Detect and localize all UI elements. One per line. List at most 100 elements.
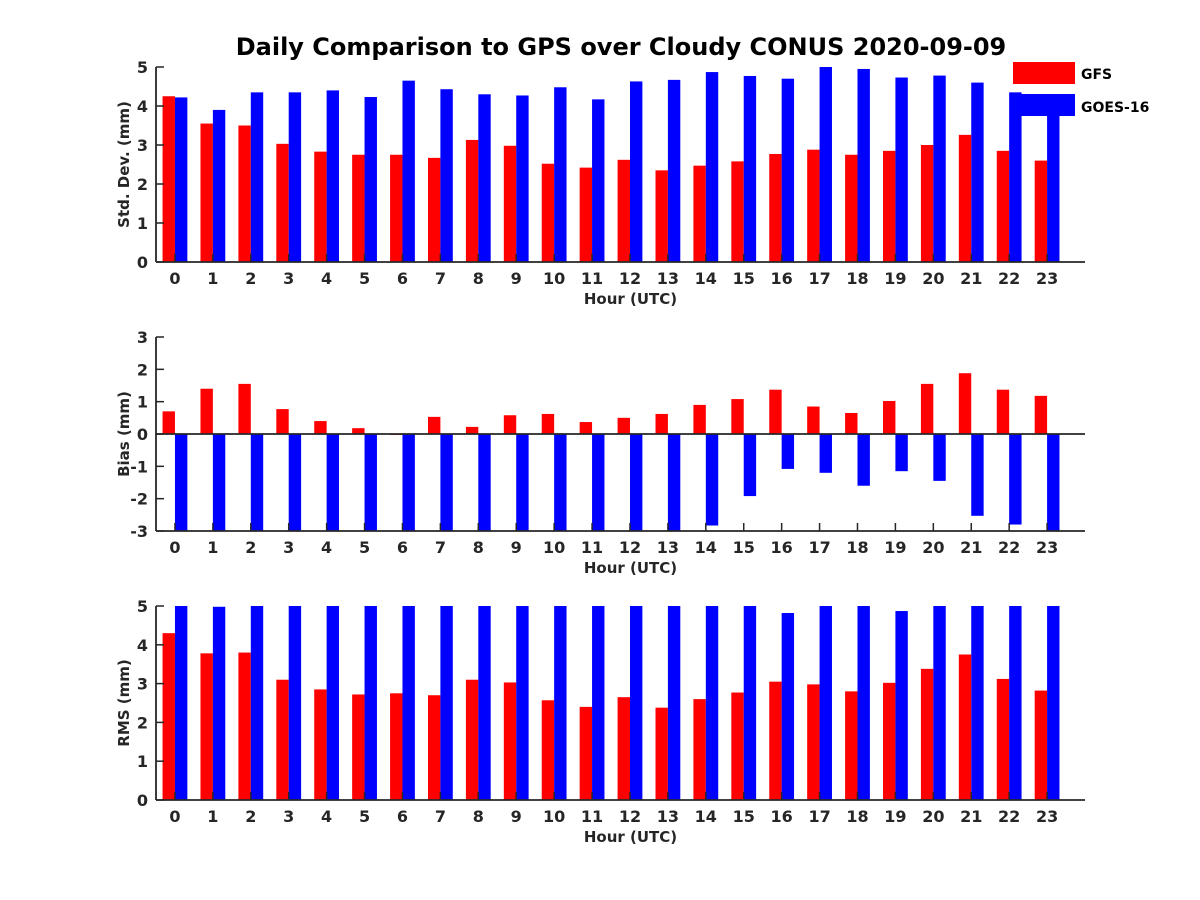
bar-gfs-22 (996, 389, 1010, 434)
x-tick-label: 10 (543, 538, 565, 557)
x-tick-label: 23 (1036, 269, 1058, 288)
bar-gfs-13 (655, 413, 668, 434)
bar-gfs-12 (617, 159, 630, 262)
bar-gfs-2 (238, 125, 251, 262)
x-tick-label: 2 (245, 538, 256, 557)
bar-gfs-0 (162, 633, 175, 800)
x-tick-label: 9 (511, 807, 522, 826)
bar-gfs-18 (845, 412, 858, 434)
bar-goes-16-18 (857, 434, 870, 486)
bar-goes-16-11 (592, 606, 605, 800)
bar-gfs-23 (1034, 160, 1048, 262)
bar-goes-16-20 (933, 434, 946, 481)
bar-gfs-5 (352, 694, 365, 800)
y-tick-label: 0 (137, 253, 148, 272)
y-tick-label: 2 (137, 713, 148, 732)
bar-gfs-12 (617, 697, 630, 800)
y-tick-label: 1 (137, 393, 148, 412)
bar-goes-16-5 (364, 434, 377, 531)
x-tick-label: 22 (998, 538, 1020, 557)
x-tick-label: 21 (960, 807, 982, 826)
bar-goes-16-12 (629, 434, 643, 531)
x-tick-label: 8 (473, 538, 484, 557)
bar-goes-16-6 (402, 80, 415, 263)
x-tick-label: 14 (695, 538, 717, 557)
x-tick-label: 21 (960, 538, 982, 557)
bar-goes-16-4 (326, 90, 340, 263)
bar-gfs-16 (769, 389, 782, 434)
bar-goes-16-1 (212, 606, 226, 800)
x-tick-label: 5 (359, 269, 370, 288)
bar-goes-16-14 (705, 606, 719, 800)
x-tick-label: 16 (771, 269, 793, 288)
bar-gfs-16 (769, 681, 782, 800)
bar-gfs-19 (883, 150, 896, 262)
x-tick-label: 0 (169, 538, 180, 557)
bar-gfs-2 (238, 383, 251, 434)
bar-gfs-18 (845, 154, 858, 262)
bar-goes-16-3 (288, 606, 302, 800)
y-tick-label: -1 (130, 457, 148, 476)
x-tick-label: 22 (998, 807, 1020, 826)
bar-goes-16-10 (554, 87, 567, 262)
x-tick-label: 23 (1036, 807, 1058, 826)
x-tick-label: 22 (998, 269, 1020, 288)
x-tick-label: 17 (808, 807, 830, 826)
x-tick-label: 13 (657, 538, 679, 557)
y-axis-label: Bias (mm) (115, 391, 133, 477)
bar-goes-16-23 (1047, 434, 1060, 531)
x-tick-label: 11 (581, 538, 603, 557)
x-tick-label: 8 (473, 269, 484, 288)
bar-gfs-20 (920, 145, 934, 262)
bar-goes-16-21 (971, 82, 984, 262)
bar-goes-16-1 (212, 109, 226, 263)
bar-gfs-0 (162, 411, 175, 434)
bar-goes-16-18 (857, 68, 870, 262)
bar-gfs-9 (503, 415, 517, 434)
bar-gfs-17 (807, 684, 820, 800)
bar-gfs-6 (390, 154, 403, 262)
bar-goes-16-19 (895, 77, 908, 262)
x-tick-label: 12 (619, 538, 641, 557)
bar-gfs-18 (845, 691, 858, 800)
bar-gfs-1 (200, 123, 213, 262)
x-tick-label: 10 (543, 807, 565, 826)
x-tick-label: 0 (169, 807, 180, 826)
bar-gfs-4 (314, 421, 327, 434)
bar-goes-16-12 (629, 81, 643, 263)
x-tick-label: 11 (581, 269, 603, 288)
bar-goes-16-17 (819, 434, 832, 473)
bar-gfs-20 (920, 668, 934, 800)
x-tick-label: 15 (733, 269, 755, 288)
y-tick-label: 3 (137, 675, 148, 694)
x-tick-label: 6 (397, 269, 408, 288)
x-tick-label: 23 (1036, 538, 1058, 557)
bar-gfs-11 (579, 167, 593, 262)
x-axis-label: Hour (UTC) (584, 559, 677, 577)
bar-gfs-11 (579, 706, 593, 800)
x-tick-label: 1 (207, 269, 218, 288)
x-tick-label: 12 (619, 269, 641, 288)
x-tick-label: 10 (543, 269, 565, 288)
x-tick-label: 0 (169, 269, 180, 288)
y-tick-label: 3 (137, 328, 148, 347)
bar-goes-16-15 (743, 75, 757, 262)
x-tick-label: 3 (283, 807, 294, 826)
bar-goes-16-8 (478, 434, 491, 531)
bar-gfs-14 (693, 699, 706, 800)
x-tick-label: 13 (657, 269, 679, 288)
bar-goes-16-0 (174, 97, 188, 262)
bar-gfs-7 (427, 416, 441, 434)
x-tick-label: 3 (283, 269, 294, 288)
bar-gfs-4 (314, 151, 327, 262)
bar-goes-16-10 (554, 434, 567, 531)
bar-goes-16-12 (629, 606, 643, 800)
x-tick-label: 19 (884, 538, 906, 557)
bar-goes-16-13 (667, 606, 681, 800)
bar-gfs-11 (579, 422, 593, 434)
bar-gfs-1 (200, 388, 213, 434)
x-tick-label: 9 (511, 538, 522, 557)
bar-goes-16-7 (440, 606, 453, 800)
bar-gfs-9 (503, 682, 517, 800)
